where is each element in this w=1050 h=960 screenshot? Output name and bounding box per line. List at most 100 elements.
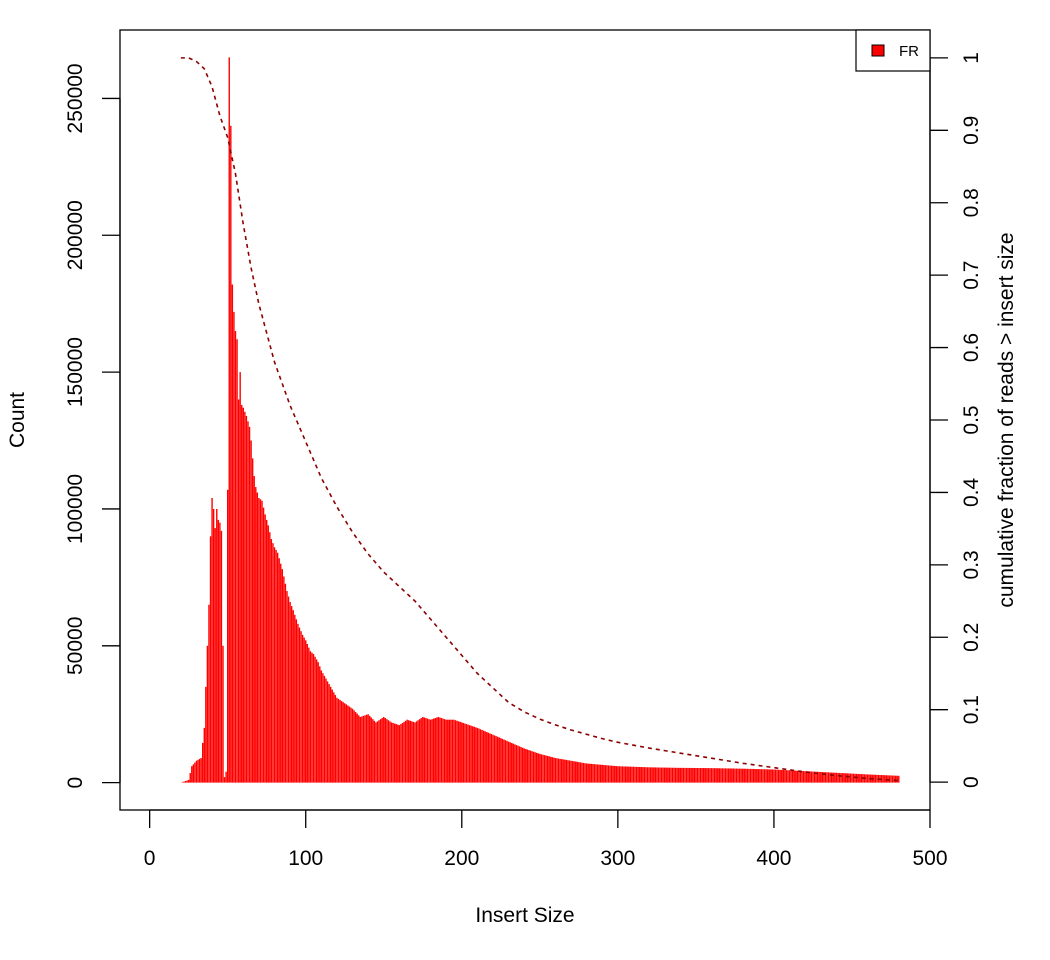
- histogram-bar: [473, 726, 475, 783]
- histogram-bar: [181, 782, 184, 783]
- histogram-bar: [245, 415, 248, 783]
- histogram-bar: [543, 755, 546, 783]
- histogram-bar: [509, 742, 511, 783]
- histogram-bar: [579, 762, 582, 783]
- histogram-bar: [311, 652, 313, 783]
- histogram-bar: [581, 762, 583, 783]
- histogram-bar: [885, 775, 887, 783]
- histogram-bar: [459, 721, 461, 783]
- histogram-bar: [620, 766, 622, 783]
- histogram-bar: [657, 767, 660, 783]
- histogram-bar: [784, 770, 786, 783]
- histogram-bar: [287, 596, 290, 783]
- histogram-bar: [726, 768, 728, 783]
- histogram-bar: [339, 699, 341, 783]
- histogram-bar: [415, 721, 418, 783]
- histogram-bar: [342, 702, 344, 783]
- histogram-bar: [550, 756, 552, 783]
- histogram-bar: [228, 57, 230, 783]
- histogram-bar: [841, 773, 844, 783]
- histogram-bar: [751, 768, 753, 783]
- histogram-bar: [837, 772, 839, 783]
- histogram-bar: [381, 718, 383, 783]
- histogram-bar: [865, 774, 867, 783]
- histogram-bar: [570, 760, 572, 783]
- histogram-bar: [401, 722, 404, 783]
- histogram-bar: [326, 681, 329, 783]
- y2-tick-label: 0.7: [960, 261, 983, 290]
- histogram-bar: [314, 656, 316, 783]
- histogram-bar: [251, 458, 254, 783]
- histogram-bar: [323, 675, 326, 783]
- histogram-bar: [621, 766, 624, 783]
- histogram-bar: [472, 726, 474, 783]
- histogram-bar: [551, 757, 554, 783]
- histogram-bar: [451, 719, 454, 783]
- histogram-bar: [411, 721, 413, 783]
- histogram-bar: [734, 768, 736, 783]
- histogram-bar: [612, 765, 614, 783]
- histogram-bar: [222, 645, 224, 783]
- histogram-bar: [848, 773, 850, 783]
- histogram-bar: [397, 724, 399, 783]
- histogram-bar: [601, 764, 603, 783]
- y2-tick-label: 0.3: [960, 550, 983, 579]
- histogram-bar: [525, 748, 527, 783]
- histogram-bar: [373, 720, 376, 783]
- histogram-bar: [782, 769, 784, 783]
- histogram-bar: [212, 508, 215, 783]
- histogram-bar: [712, 768, 714, 783]
- histogram-bar: [390, 722, 393, 783]
- histogram-bar: [649, 767, 652, 783]
- histogram-bar: [715, 768, 717, 783]
- histogram-bar: [860, 774, 863, 783]
- histogram-bar: [645, 767, 647, 783]
- histogram-bar: [203, 727, 205, 783]
- histogram-bar: [276, 552, 279, 783]
- histogram-bar: [849, 773, 852, 783]
- histogram-bar: [534, 752, 536, 783]
- histogram-bar: [319, 666, 321, 783]
- histogram-bar: [592, 764, 594, 783]
- histogram-bar: [752, 768, 755, 783]
- histogram-bar: [426, 718, 429, 783]
- histogram-bar: [223, 777, 226, 783]
- histogram-bar: [529, 750, 532, 783]
- histogram-bar: [492, 734, 494, 783]
- histogram-bar: [308, 647, 310, 783]
- histogram-bar: [495, 736, 497, 783]
- histogram-bar: [846, 773, 848, 783]
- y2-tick-label: 0.8: [960, 188, 983, 217]
- histogram-bar: [648, 767, 650, 783]
- histogram-bar: [375, 722, 377, 783]
- histogram-bar: [479, 729, 482, 783]
- histogram-bar: [628, 766, 630, 783]
- histogram-bar: [496, 736, 499, 783]
- histogram-bar: [688, 767, 691, 783]
- histogram-bar: [801, 770, 803, 783]
- histogram-bar: [442, 718, 444, 783]
- y2-tick-label: 0.4: [960, 478, 983, 508]
- histogram-bar: [414, 722, 416, 783]
- histogram-bar: [816, 771, 819, 783]
- histogram-bar: [735, 768, 738, 783]
- histogram-bar: [823, 772, 825, 783]
- histogram-bar: [593, 764, 596, 783]
- histogram-bar: [809, 771, 811, 783]
- histogram-bar: [813, 771, 816, 783]
- y2-tick-label: 0.6: [960, 333, 983, 362]
- histogram-bar: [481, 729, 483, 783]
- histogram-bar: [526, 749, 529, 783]
- histogram-bar: [266, 519, 268, 783]
- histogram-bar: [211, 498, 213, 783]
- histogram-bar: [770, 769, 772, 783]
- histogram-bar: [292, 610, 294, 783]
- histogram-bar: [239, 372, 241, 783]
- y-axis-left: 0 50000 100000 150000 200000 250000: [64, 63, 121, 788]
- histogram-bar: [845, 773, 847, 783]
- histogram-bar: [498, 737, 500, 783]
- histogram-bar: [749, 768, 752, 783]
- histogram-bar: [699, 768, 702, 783]
- histogram-bar: [721, 768, 724, 783]
